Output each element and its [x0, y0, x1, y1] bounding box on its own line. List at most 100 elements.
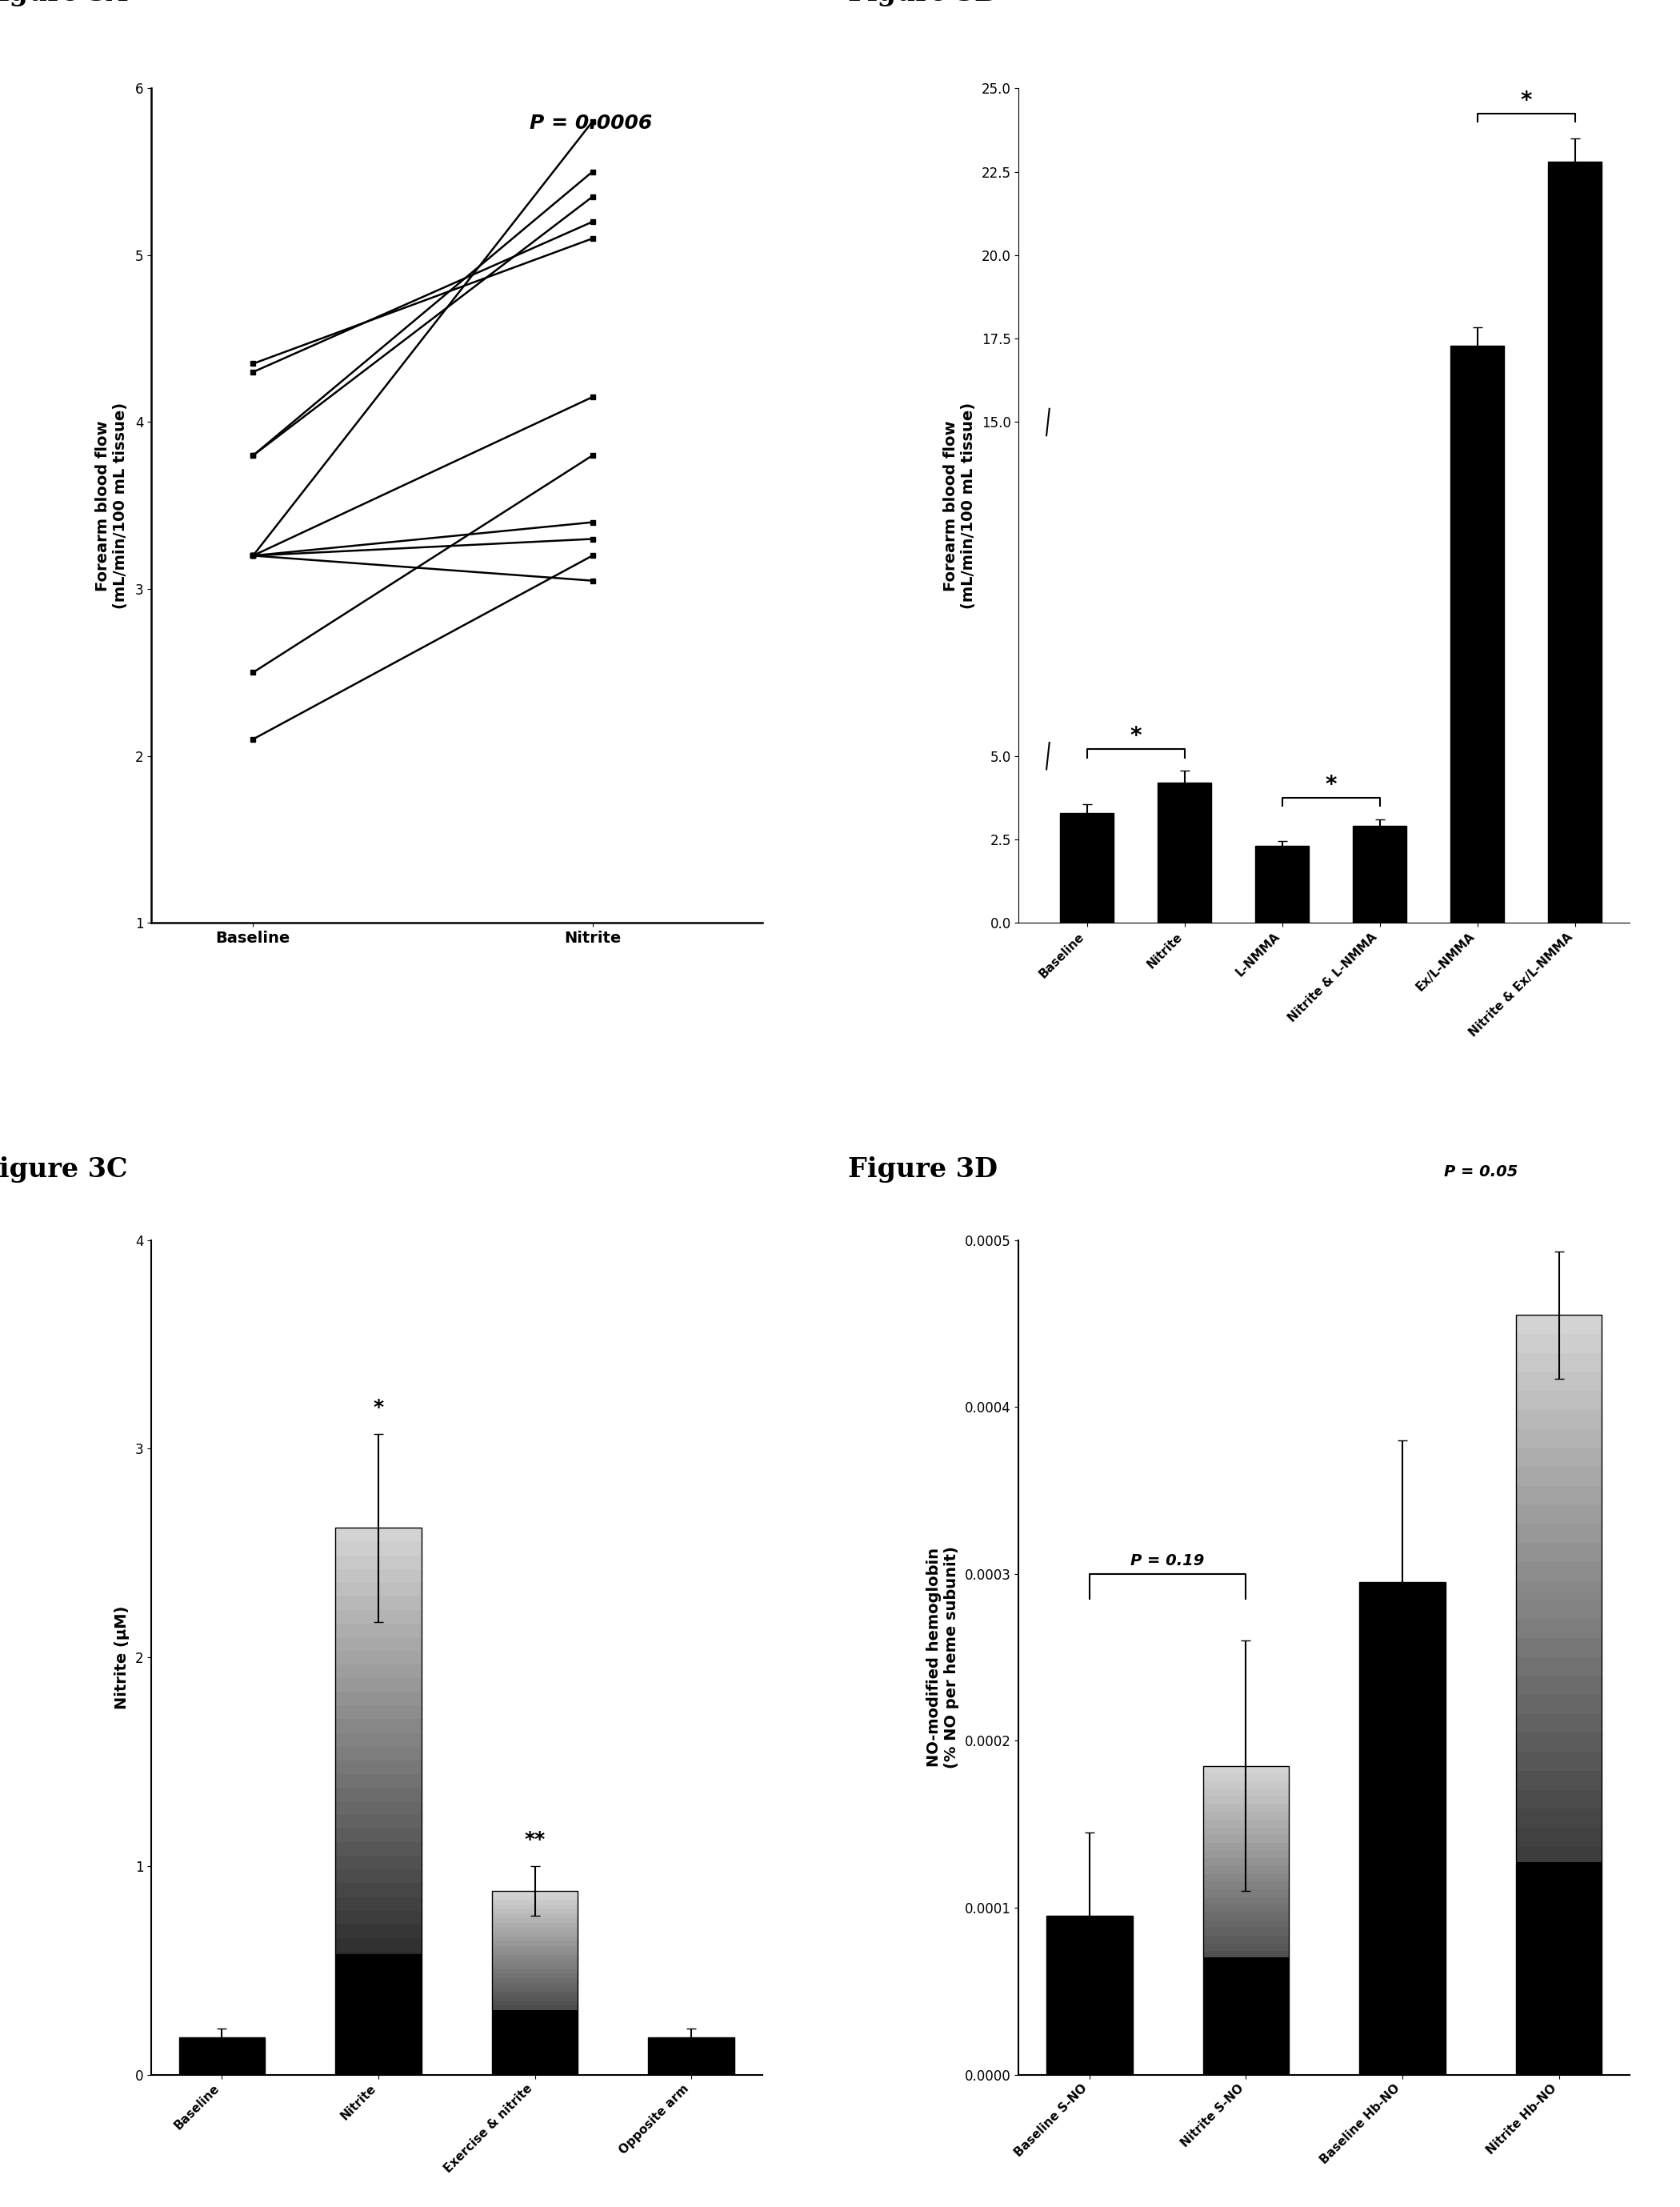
Y-axis label: Forearm blood flow
(mL/min/100 mL tissue): Forearm blood flow (mL/min/100 mL tissue… [942, 402, 976, 609]
Bar [492, 1913, 578, 1918]
Bar [1203, 1812, 1289, 1821]
Bar [648, 2037, 734, 2075]
Bar [492, 1938, 578, 1942]
Bar [492, 1933, 578, 1938]
Bar [336, 2048, 422, 2061]
Bar [336, 1774, 422, 1788]
Bar [1203, 1790, 1289, 1796]
Bar [1203, 1805, 1289, 1812]
Bar [336, 2061, 422, 2075]
Bar [1515, 1315, 1601, 2075]
Bar [1515, 1865, 1601, 1885]
Bar [1515, 1790, 1601, 1810]
Bar [492, 2011, 578, 2015]
Bar [1515, 1752, 1601, 1770]
Bar [1515, 1580, 1601, 1600]
Text: *: * [1520, 88, 1532, 113]
Bar [492, 2011, 578, 2075]
Bar [1203, 1874, 1289, 1883]
Bar [1203, 1843, 1289, 1852]
Bar [336, 1938, 422, 1951]
Bar [492, 1955, 578, 1960]
Bar [1515, 1770, 1601, 1790]
Text: *: * [1326, 775, 1337, 797]
Bar [1203, 2068, 1289, 2075]
Bar [1515, 1373, 1601, 1390]
Bar [336, 1527, 422, 2075]
Bar [1515, 2037, 1601, 2055]
Text: Figure 3C: Figure 3C [0, 1156, 128, 1183]
Bar [1203, 1982, 1289, 1991]
Bar [492, 2019, 578, 2024]
Bar [1203, 1929, 1289, 1936]
Bar [1203, 1913, 1289, 1920]
Bar [492, 1942, 578, 1947]
Bar [1515, 2000, 1601, 2017]
Bar [492, 2057, 578, 2061]
Bar [1203, 1766, 1289, 2075]
Bar [336, 1651, 422, 1664]
Text: P = 0.05: P = 0.05 [1443, 1165, 1517, 1181]
Bar [1060, 812, 1114, 923]
Bar [1515, 2055, 1601, 2075]
Bar [1203, 2022, 1289, 2028]
Bar [1515, 1410, 1601, 1430]
Bar [492, 1960, 578, 1964]
Bar [336, 1814, 422, 1830]
Bar [336, 1543, 422, 1556]
Y-axis label: Forearm blood flow
(mL/min/100 mL tissue): Forearm blood flow (mL/min/100 mL tissue… [96, 402, 128, 609]
Bar [1515, 1390, 1601, 1410]
Bar [1515, 1620, 1601, 1638]
Bar [1515, 1863, 1601, 2075]
Bar [1515, 1430, 1601, 1448]
Bar [1203, 1827, 1289, 1836]
Bar [336, 2019, 422, 2033]
Bar [1515, 1847, 1601, 1865]
Bar [336, 1664, 422, 1677]
Bar [492, 1993, 578, 1997]
Bar [336, 1677, 422, 1693]
Bar [1515, 1525, 1601, 1543]
Bar [1203, 1960, 1289, 1966]
Bar [492, 1900, 578, 1905]
Bar [336, 1964, 422, 1980]
Bar [1515, 1543, 1601, 1563]
Bar [336, 1732, 422, 1746]
Bar [1203, 1796, 1289, 1805]
Bar [1203, 1936, 1289, 1944]
Bar [492, 1905, 578, 1909]
Bar [336, 1596, 422, 1609]
Bar [492, 2024, 578, 2028]
Bar [492, 2015, 578, 2019]
Bar [1203, 1867, 1289, 1874]
Bar [336, 1801, 422, 1814]
Bar [1515, 1353, 1601, 1373]
Bar [492, 2041, 578, 2048]
Text: *: * [373, 1399, 383, 1417]
Bar [336, 1856, 422, 1869]
Bar [492, 1951, 578, 1955]
Bar [492, 1982, 578, 1986]
Text: *: * [1131, 726, 1142, 748]
Bar [1203, 2059, 1289, 2068]
Bar [1203, 1951, 1289, 1960]
Bar [1203, 1836, 1289, 1843]
Bar [336, 1761, 422, 1774]
Text: Figure 3A: Figure 3A [0, 0, 128, 7]
Text: **: ** [524, 1830, 546, 1849]
Bar [1203, 1781, 1289, 1790]
Bar [336, 1951, 422, 1964]
Bar [1203, 2037, 1289, 2044]
Bar [492, 1896, 578, 1900]
Bar [492, 2002, 578, 2006]
Bar [1203, 1991, 1289, 1997]
Bar [336, 1609, 422, 1624]
Bar [1203, 1821, 1289, 1827]
Bar [492, 2037, 578, 2041]
Bar [1515, 1942, 1601, 1960]
Bar [1203, 1997, 1289, 2006]
Bar [1515, 1333, 1601, 1353]
Bar [336, 1898, 422, 1911]
Bar [1203, 1898, 1289, 1905]
Bar [1515, 2017, 1601, 2037]
